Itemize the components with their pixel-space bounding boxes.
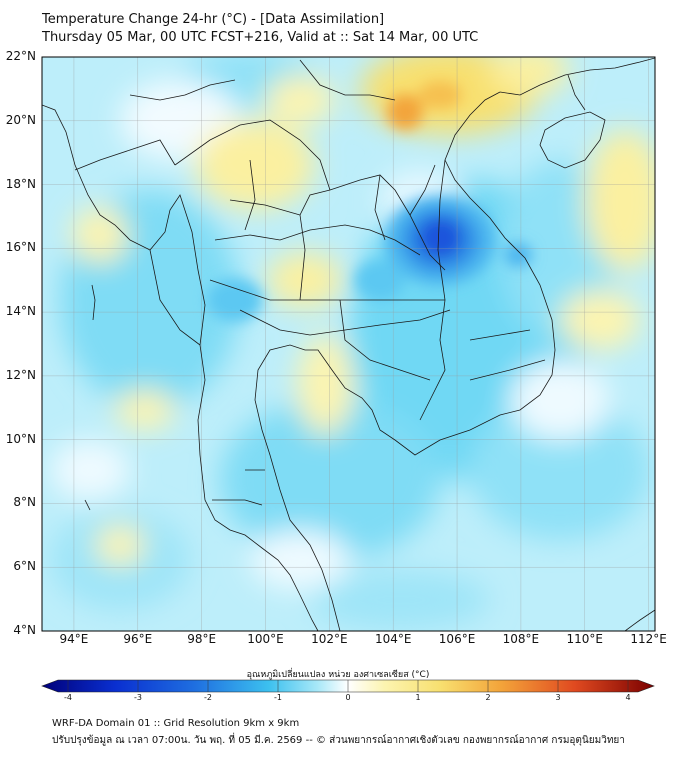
- lon-tick-label: 110°E: [566, 632, 604, 646]
- colorbar-tick-label: -2: [204, 693, 212, 702]
- lon-tick-label: 102°E: [311, 632, 348, 646]
- colorbar-tick-label: -3: [134, 693, 142, 702]
- temperature-field: [42, 57, 655, 631]
- map-frame: [41, 56, 656, 632]
- lat-tick-label: 12°N: [5, 367, 36, 382]
- colorbar-tick-label: 2: [485, 693, 491, 702]
- colorbar-tick-label: 1: [415, 693, 421, 702]
- lat-tick-label: 6°N: [13, 559, 36, 574]
- graticule: [42, 57, 655, 631]
- lat-tick-label: 22°N: [5, 49, 36, 63]
- lon-tick-label: 96°E: [123, 632, 153, 646]
- footer-domain-info: WRF-DA Domain 01 :: Grid Resolution 9km …: [52, 718, 300, 729]
- lon-tick-label: 100°E: [247, 632, 284, 646]
- map-title: Temperature Change 24-hr (°C) - [Data As…: [42, 12, 385, 27]
- colorbar-tick-label: 0: [345, 693, 351, 702]
- map-subtitle: Thursday 05 Mar, 00 UTC FCST+216, Valid …: [42, 30, 479, 45]
- lat-tick-label: 8°N: [13, 495, 36, 510]
- lon-tick-label: 94°E: [59, 632, 89, 646]
- colorbar-tick-label: -1: [274, 693, 282, 702]
- lon-tick-label: 108°E: [502, 632, 540, 646]
- colorbar-tick-label: 3: [555, 693, 561, 702]
- colorbar-tick-label: -4: [64, 693, 72, 702]
- lat-tick-label: 4°N: [13, 623, 36, 637]
- footer-update-info: ปรับปรุงข้อมูล ณ เวลา 07:00น. วัน พฤ. ที…: [52, 735, 625, 746]
- lon-tick-label: 112°E: [630, 632, 667, 646]
- lat-tick-label: 14°N: [5, 304, 36, 319]
- lon-tick-label: 104°E: [374, 632, 412, 646]
- colorbar-title: อุณหภูมิเปลี่ยนแปลง หน่วย องศาเซลเซียส (…: [246, 670, 430, 680]
- lat-tick-label: 16°N: [5, 240, 36, 255]
- lat-tick-label: 20°N: [5, 112, 36, 127]
- colorbar-tick-label: 4: [625, 693, 631, 702]
- coastlines-and-borders: [42, 57, 655, 631]
- lon-tick-label: 106°E: [438, 632, 476, 646]
- colorbar: [41, 679, 655, 693]
- lat-tick-label: 18°N: [5, 176, 36, 191]
- lat-tick-label: 10°N: [5, 431, 36, 446]
- lon-tick-label: 98°E: [187, 632, 217, 646]
